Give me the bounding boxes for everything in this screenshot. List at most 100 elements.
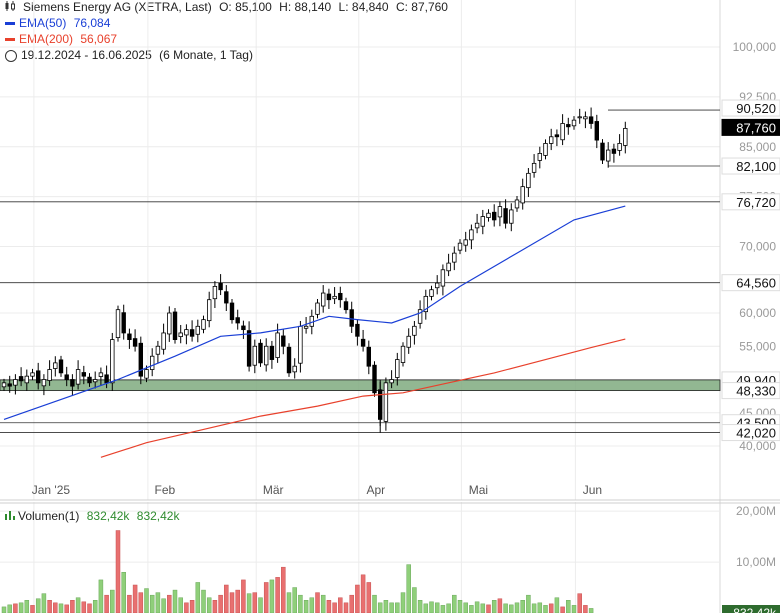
candle-body — [13, 379, 18, 386]
volume-bar — [320, 594, 326, 613]
candle — [588, 107, 594, 129]
volume-bar — [58, 603, 64, 613]
candle-body — [452, 252, 457, 263]
candle — [36, 362, 41, 390]
x-tick-label: Jun — [583, 483, 602, 497]
candle — [372, 361, 377, 397]
candle — [457, 239, 463, 255]
candle-body — [292, 365, 297, 373]
volume-bar — [588, 608, 594, 613]
candle-body — [406, 335, 411, 348]
candle-body — [224, 291, 229, 304]
candle — [132, 329, 138, 352]
candle-body — [606, 149, 611, 162]
volume-bar — [514, 602, 520, 613]
candle — [70, 374, 75, 396]
candle-body — [98, 372, 104, 377]
candle — [87, 373, 92, 387]
support-zone — [0, 379, 721, 392]
candle — [7, 375, 12, 393]
y-tick-label: 100,000 — [733, 40, 777, 54]
volume-bar — [383, 600, 389, 613]
price-tag-box — [721, 382, 780, 400]
volume-bar — [92, 600, 98, 613]
candle-body — [594, 121, 599, 141]
candle — [326, 288, 332, 310]
volume-bar — [332, 602, 337, 613]
candle — [491, 204, 497, 227]
volume-bar — [13, 603, 18, 613]
candle — [577, 108, 582, 124]
candle-body — [58, 359, 64, 374]
candle-body — [549, 136, 554, 144]
candle — [320, 285, 326, 313]
volume-bar — [149, 594, 155, 613]
volume-bar — [87, 603, 92, 613]
candle-body — [149, 355, 155, 370]
volume-bar — [315, 592, 320, 613]
candle-body — [53, 362, 58, 369]
ohlc-open: O: 85,100 — [219, 0, 272, 14]
price-tag-label: 82,100 — [736, 159, 776, 174]
volume-bar — [452, 594, 457, 613]
candle — [269, 340, 275, 369]
candle-body — [121, 312, 126, 334]
candle-body — [338, 292, 343, 301]
candle-body — [206, 299, 212, 322]
volume-bar — [486, 604, 491, 613]
volume-header: Volumen(1) 832,42k 832,42k — [5, 509, 183, 523]
volume-bar — [252, 592, 258, 613]
volume-bar — [406, 564, 411, 613]
volume-bar — [138, 592, 144, 613]
candle — [212, 281, 218, 309]
volume-bar — [98, 579, 104, 613]
volume-bar — [7, 604, 12, 613]
candle-body — [144, 369, 149, 379]
candle — [503, 199, 508, 229]
volume-bar — [440, 605, 446, 613]
candle — [167, 306, 172, 342]
price-tag-box — [721, 274, 780, 292]
candle-body — [155, 345, 161, 355]
candle — [526, 168, 531, 197]
volume-tag-box — [722, 605, 780, 613]
candle-body — [252, 345, 257, 366]
candle-body — [423, 295, 428, 313]
candle — [98, 367, 104, 386]
candle — [64, 366, 69, 387]
instrument-name: Siemens Energy AG (XETRA, Last) — [23, 0, 212, 14]
price-tag-box — [721, 118, 780, 136]
volume-bar — [35, 598, 41, 613]
volume-bar — [263, 582, 269, 613]
ema50-line — [3, 205, 626, 420]
candle-body — [395, 359, 400, 378]
period-text: (6 Monate, 1 Tag) — [159, 48, 253, 62]
candle-body — [446, 262, 451, 272]
candle — [104, 365, 109, 389]
price-tag-label: 76,720 — [736, 195, 776, 210]
volume-bar — [537, 602, 543, 613]
price-tag-box — [721, 424, 780, 442]
volume-bar — [104, 594, 109, 613]
candle-body — [611, 148, 617, 154]
volume-bar — [480, 603, 486, 613]
candle-body — [195, 325, 200, 335]
candle — [286, 343, 292, 377]
candle — [474, 213, 480, 234]
volume-bar — [526, 594, 531, 613]
candle-body — [281, 335, 286, 347]
candle — [189, 320, 195, 342]
volume-bar — [224, 584, 229, 613]
candle — [258, 339, 263, 367]
candle — [480, 209, 485, 235]
candle — [241, 320, 246, 339]
volume-bar — [543, 605, 548, 613]
candle — [446, 253, 451, 277]
candle-body — [212, 285, 218, 300]
candle — [298, 320, 303, 373]
ohlc-high: H: 88,140 — [279, 0, 332, 14]
volume-value: 832,42k — [86, 509, 130, 523]
volume-bar — [457, 600, 463, 613]
candle-body — [531, 162, 537, 173]
